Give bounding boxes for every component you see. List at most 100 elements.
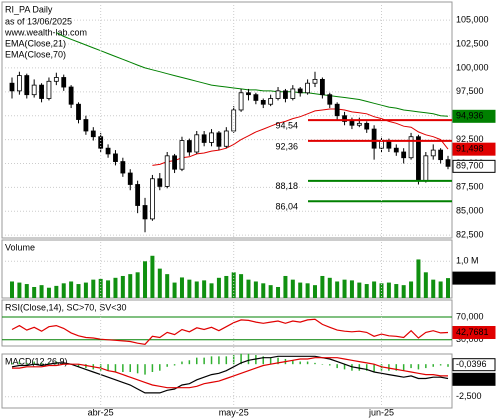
subtitle: as of 13/06/2025 <box>5 16 72 26</box>
histogram-bar <box>343 364 346 370</box>
candle-body <box>260 100 266 105</box>
candle-body <box>90 130 96 138</box>
volume-bar <box>239 274 244 298</box>
volume-bar <box>91 279 96 298</box>
candle-body <box>76 103 81 120</box>
volume-bar <box>46 287 51 298</box>
volume-bar <box>320 275 325 298</box>
volume-bar <box>386 282 391 298</box>
histogram-bar <box>447 364 449 367</box>
candle-body <box>16 75 22 92</box>
histogram-bar <box>166 364 168 367</box>
x-tick-label: abr-25 <box>88 407 114 417</box>
histogram-bar <box>188 360 191 365</box>
volume-bar <box>394 284 399 298</box>
histogram-bar <box>11 362 13 365</box>
histogram-bar <box>144 364 146 375</box>
level-label: 92,36 <box>275 141 298 151</box>
volume-bar <box>283 275 288 298</box>
candle-body <box>408 136 414 159</box>
x-tick-label: jun-25 <box>368 407 394 417</box>
value-badge-label: -0,0396 <box>456 359 487 369</box>
y-tick-label: 85,000 <box>456 206 484 216</box>
volume-bar <box>187 279 192 298</box>
volume-bar <box>32 286 37 298</box>
volume-bar <box>290 279 295 298</box>
volume-bar <box>349 280 354 298</box>
candle-body <box>194 134 200 153</box>
histogram-bar <box>196 357 198 365</box>
candle-body <box>186 140 192 153</box>
candle-body <box>268 98 274 105</box>
panel-title: MACD(12,26,9) <box>5 356 68 366</box>
volume-bar <box>24 284 29 298</box>
histogram-bar <box>240 353 242 365</box>
candle-body <box>334 103 340 117</box>
candle-body <box>150 178 155 220</box>
candle-body <box>98 136 104 149</box>
candle-body <box>105 147 111 155</box>
volume-bar <box>17 282 22 298</box>
y-tick-label: 105,000 <box>456 15 489 25</box>
y-tick-label: 70,000 <box>456 311 484 321</box>
histogram-bar <box>151 364 154 372</box>
value-badge <box>452 159 496 173</box>
volume-bar <box>209 283 214 298</box>
histogram-bar <box>33 361 35 365</box>
candle-body <box>142 205 148 220</box>
volume-bar <box>246 279 251 298</box>
panel-title: Volume <box>5 242 35 252</box>
volume-bar <box>39 285 44 298</box>
value-badge-label: 91,498 <box>456 144 484 154</box>
candle-body <box>172 155 177 170</box>
y-tick-label: 102,500 <box>456 38 489 48</box>
volume-bar <box>431 279 436 298</box>
histogram-bar <box>203 357 205 365</box>
histogram-bar <box>292 360 294 365</box>
histogram-bar <box>85 364 87 369</box>
volume-bar <box>135 272 140 298</box>
candle-body <box>364 122 370 130</box>
value-badge-label: 42,7681 <box>456 327 489 337</box>
histogram-bar <box>107 364 109 371</box>
volume-bar <box>98 278 103 298</box>
histogram-bar <box>210 356 213 365</box>
volume-bar <box>120 275 125 298</box>
value-badge-label: -1,1613 <box>456 374 487 384</box>
value-badge <box>452 372 496 386</box>
candle-body <box>223 130 229 147</box>
volume-bar <box>10 281 14 298</box>
legend-entry: EMA(Close,21) <box>5 38 66 48</box>
candle-body <box>46 80 52 99</box>
histogram-bar <box>299 361 301 365</box>
candle-body <box>216 132 222 147</box>
histogram-bar <box>159 364 161 371</box>
volume-bar <box>216 277 221 298</box>
level-label: 88,18 <box>275 181 298 191</box>
candle-body <box>246 92 251 96</box>
volume-bar <box>423 272 428 298</box>
y-tick-label: 1,0 M <box>456 256 479 266</box>
histogram-bar <box>439 364 442 366</box>
y-tick-label: 82,500 <box>456 230 484 240</box>
level-label: 94,54 <box>275 120 298 130</box>
candle-body <box>445 159 451 167</box>
histogram-bar <box>314 362 316 365</box>
y-tick-label: 87,500 <box>456 182 484 192</box>
volume-bar <box>54 285 59 298</box>
volume-bar <box>276 286 281 298</box>
candle-body <box>164 155 170 187</box>
candle-body <box>290 88 296 99</box>
candle-body <box>342 115 347 122</box>
volume-bar <box>231 272 236 298</box>
candle-body <box>31 84 37 96</box>
candle-body <box>438 149 444 161</box>
ema-line <box>56 32 449 117</box>
y-tick-label: 30,000 <box>456 334 484 344</box>
level-label: 86,04 <box>275 202 298 212</box>
volume-bar <box>312 285 317 298</box>
histogram-bar <box>380 364 383 371</box>
volume-bar <box>61 283 66 298</box>
indicator-line <box>11 318 449 345</box>
